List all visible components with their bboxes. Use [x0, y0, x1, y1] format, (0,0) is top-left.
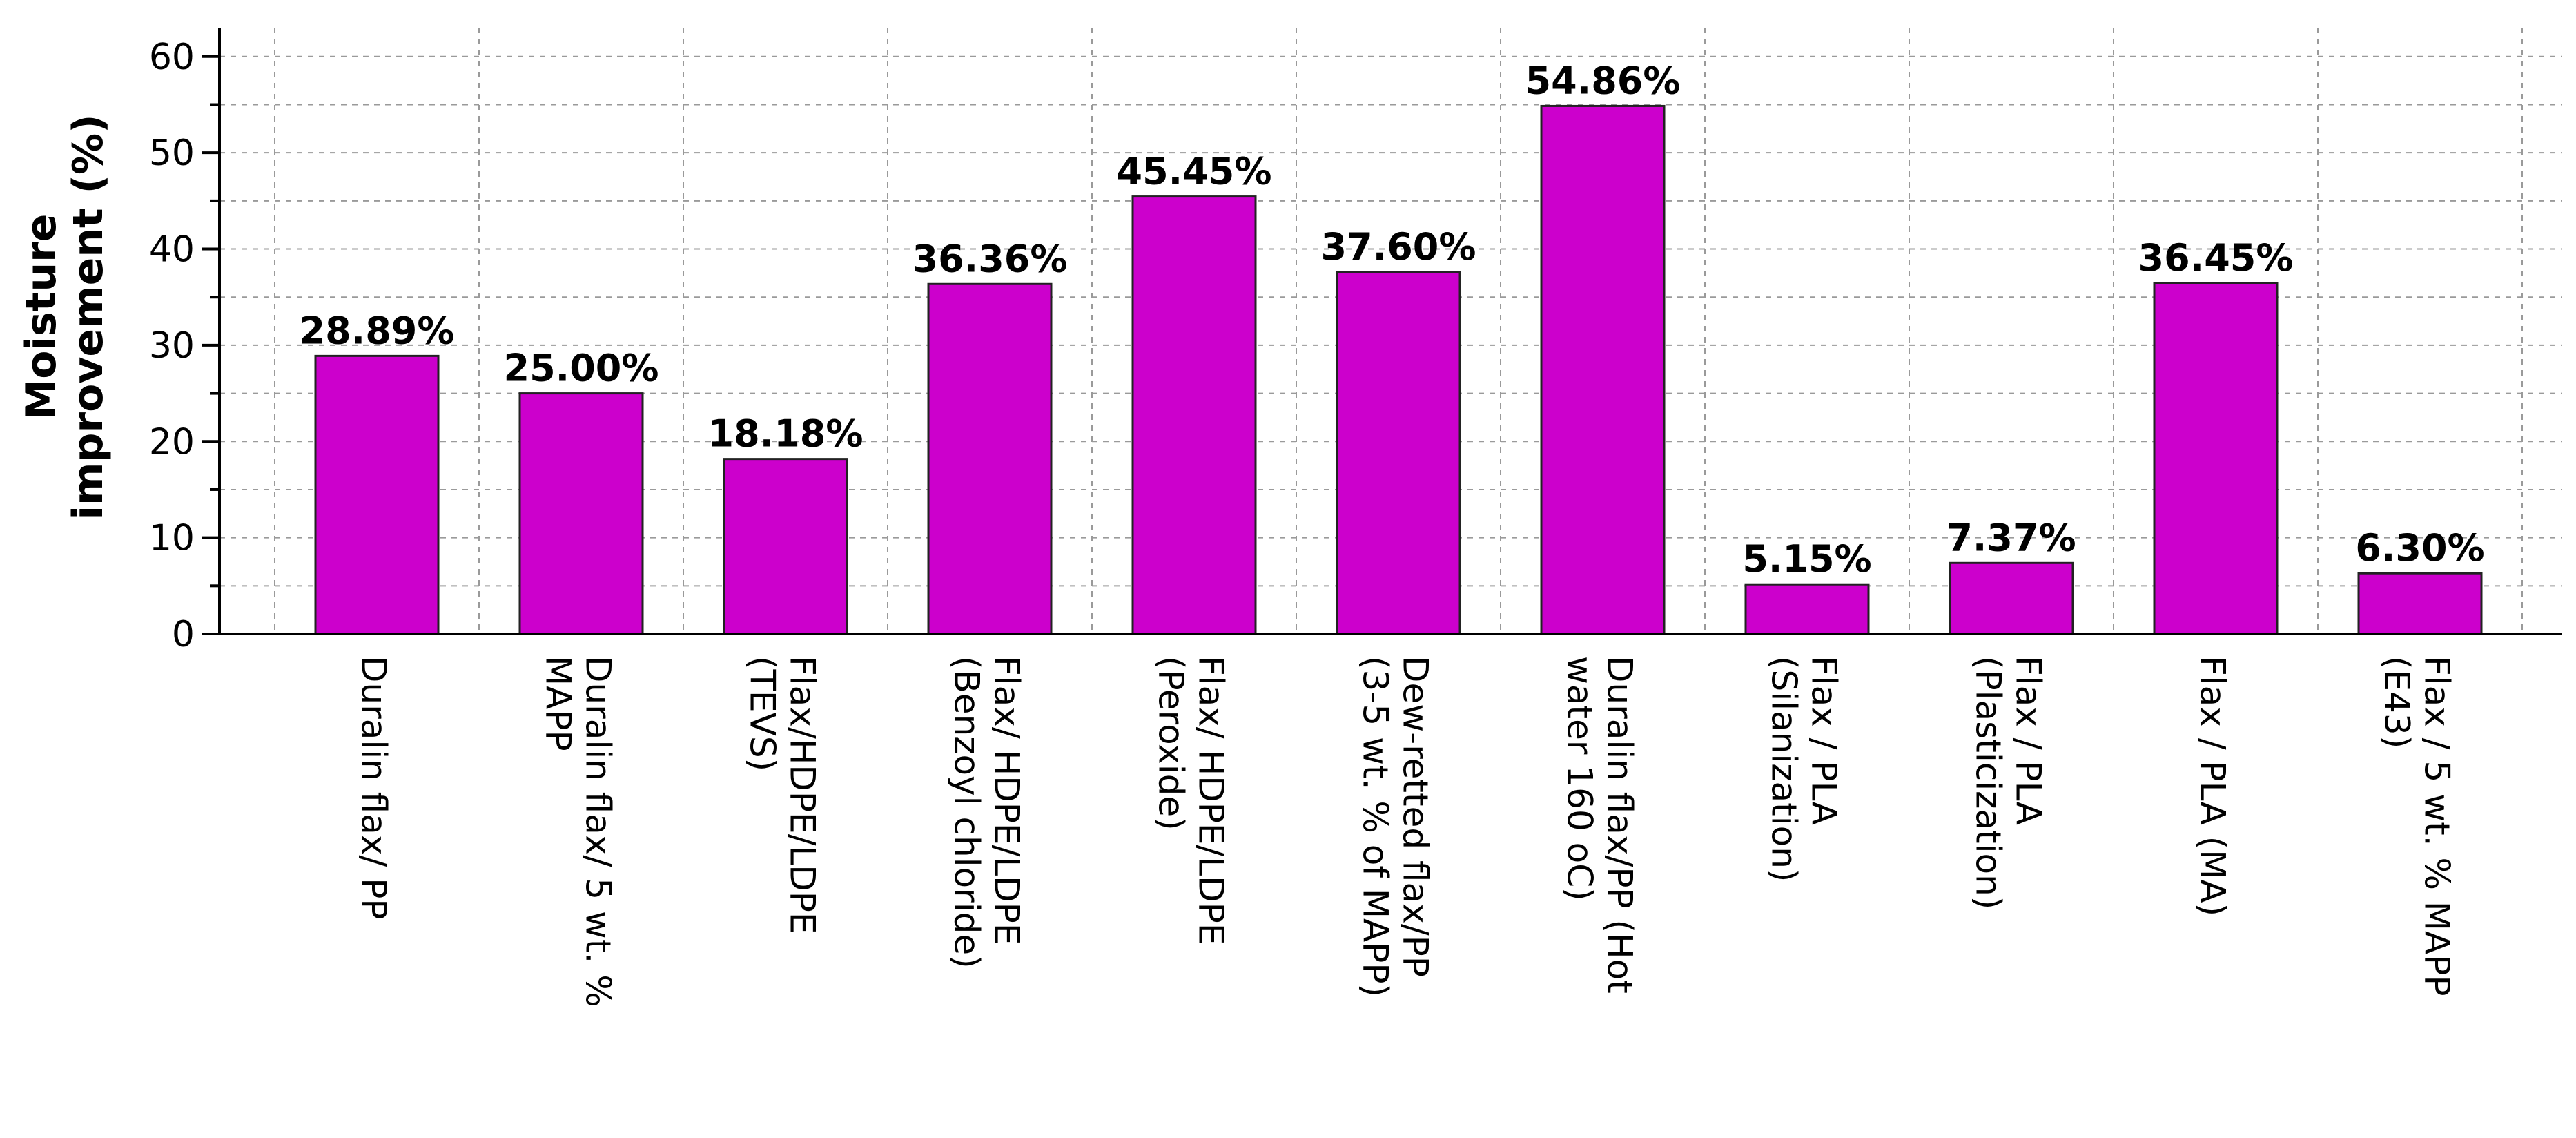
- category-label: Flax/HDPE/LDPE: [783, 656, 823, 934]
- data-label: 36.36%: [913, 237, 1068, 280]
- bar: [723, 458, 848, 635]
- bar: [2357, 572, 2483, 635]
- category-label: Flax/ HDPE/LDPE: [987, 656, 1027, 945]
- data-label: 18.18%: [708, 412, 863, 456]
- category-label: Flax / PLA: [1804, 656, 1844, 825]
- bar: [518, 392, 644, 635]
- y-tick-label: 30: [149, 325, 195, 367]
- category-label: Flax / PLA: [2009, 656, 2049, 825]
- y-tick-label: 60: [149, 37, 195, 78]
- category-label: Dew-retted flax/PP: [1396, 656, 1436, 977]
- category-label: (E43): [2377, 656, 2417, 749]
- data-labels: 28.89% 25.00% 18.18% 36.36% 45.45% 37.60% 54.8…: [300, 59, 2485, 581]
- category-label: (Peroxide): [1151, 656, 1191, 831]
- y-tick-label: 50: [149, 133, 195, 174]
- y-tick-label: 20: [149, 421, 195, 463]
- y-axis-title-line: Moisture: [17, 214, 66, 421]
- category-label: (Silanization): [1764, 656, 1804, 882]
- data-label: 36.45%: [2138, 236, 2294, 280]
- category-label: (Plasticization): [1969, 656, 2009, 909]
- category-labels: Duralin flax/ PP Duralin flax/ 5 wt. %MAP…: [354, 656, 2457, 1007]
- y-tick-label: 0: [172, 614, 195, 655]
- category-label: water 160 oC): [1560, 656, 1600, 901]
- category-label: Duralin flax/ PP: [354, 656, 394, 920]
- category-label: Duralin flax/ 5 wt. %: [578, 656, 618, 1007]
- bar: [314, 354, 440, 635]
- bar: [1336, 271, 1461, 635]
- data-label: 37.60%: [1321, 225, 1476, 269]
- bar: [2153, 282, 2279, 635]
- category-label: (3-5 wt. % of MAPP): [1356, 656, 1396, 997]
- y-tick-label: 40: [149, 229, 195, 271]
- category-label: (TEVS): [743, 656, 783, 771]
- category-label: MAPP: [538, 656, 578, 751]
- data-label: 25.00%: [504, 347, 659, 390]
- data-label: 45.45%: [1117, 150, 1272, 193]
- bar: [927, 282, 1053, 635]
- bar: [1540, 104, 1666, 635]
- category-label: Flax / PLA (MA): [2193, 656, 2233, 916]
- category-label: Flax / 5 wt. % MAPP: [2417, 656, 2457, 996]
- data-label: 6.30%: [2355, 526, 2484, 570]
- category-label: Duralin flax/PP (Hot: [1600, 656, 1640, 994]
- bar: [1131, 195, 1257, 635]
- axes: [202, 28, 2562, 635]
- y-axis-title-line: improvement (%): [64, 114, 113, 519]
- bar: [1744, 583, 1870, 635]
- data-label: 28.89%: [300, 309, 455, 352]
- y-tick-label: 10: [149, 518, 195, 559]
- data-label: 5.15%: [1742, 537, 1871, 581]
- data-label: 7.37%: [1946, 516, 2076, 559]
- category-label: (Benzoyl chloride): [947, 656, 987, 969]
- data-label: 54.86%: [1525, 59, 1681, 102]
- category-label: Flax/ HDPE/LDPE: [1191, 656, 1231, 945]
- bars: [314, 104, 2483, 635]
- bar: [1949, 561, 2074, 635]
- y-tick-labels: 0 10 20 30 40 50 60: [149, 37, 195, 655]
